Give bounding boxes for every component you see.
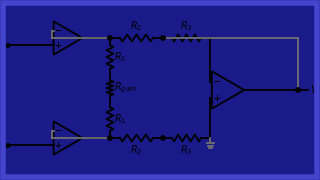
Circle shape	[6, 144, 10, 147]
Circle shape	[161, 36, 165, 40]
Text: $R_2$: $R_2$	[130, 143, 143, 157]
Text: $V_2$: $V_2$	[0, 147, 7, 161]
Text: $R_{gain}$: $R_{gain}$	[114, 81, 137, 95]
Text: $V_{out}$: $V_{out}$	[310, 83, 320, 97]
Text: +: +	[55, 41, 61, 50]
Circle shape	[296, 88, 300, 92]
Text: −: −	[55, 26, 61, 35]
Circle shape	[161, 136, 165, 140]
Text: +: +	[213, 94, 220, 103]
Text: +: +	[55, 141, 61, 150]
Text: $R_1$: $R_1$	[114, 112, 126, 126]
Text: −: −	[213, 77, 220, 86]
Circle shape	[108, 36, 112, 40]
Text: −: −	[55, 126, 61, 135]
Text: $R_1$: $R_1$	[114, 50, 126, 64]
Circle shape	[108, 136, 112, 140]
Text: $R_3$: $R_3$	[180, 143, 193, 157]
Circle shape	[6, 44, 10, 47]
Text: $R_3$: $R_3$	[180, 19, 193, 33]
Text: $R_2$: $R_2$	[130, 19, 143, 33]
Text: $V_1$: $V_1$	[0, 30, 7, 44]
